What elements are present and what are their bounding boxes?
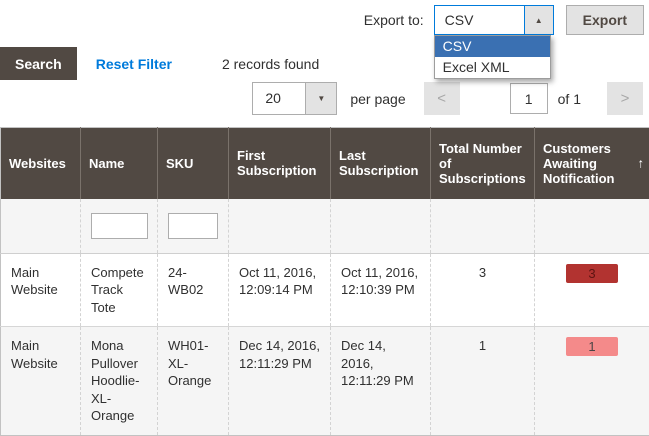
- filter-cell-last-subscription: [330, 198, 431, 254]
- total-pages-label: of 1: [557, 90, 581, 107]
- filter-cell-total: [430, 198, 535, 254]
- cell-sku: WH01-XL-Orange: [157, 326, 229, 436]
- name-filter-input[interactable]: [91, 212, 148, 239]
- column-header-sku[interactable]: SKU: [157, 127, 229, 199]
- per-page-label: per page: [350, 90, 406, 107]
- export-format-select-box[interactable]: CSV ▲: [433, 5, 554, 35]
- sort-ascending-icon[interactable]: ↑: [637, 155, 645, 171]
- sku-filter-input[interactable]: [168, 212, 218, 239]
- column-header-customers-awaiting[interactable]: Customers Awaiting Notification ↑: [534, 127, 649, 199]
- pagination-bar: 20 ▼ per page < of 1 >: [0, 82, 649, 115]
- cell-customers-awaiting: 3: [534, 253, 649, 328]
- awaiting-count-badge: 1: [566, 337, 618, 357]
- export-toolbar: Export to: CSV ▲ CSV Excel XML Export: [0, 0, 649, 79]
- cell-name: Mona Pullover Hoodlie-XL-Orange: [80, 326, 158, 436]
- page-size-select[interactable]: 20 ▼: [252, 82, 338, 115]
- next-page-button[interactable]: >: [607, 82, 643, 115]
- column-header-last-subscription[interactable]: Last Subscription: [330, 127, 431, 199]
- export-button[interactable]: Export: [565, 5, 644, 35]
- cell-total-subscriptions: 3: [430, 253, 535, 328]
- cell-customers-awaiting: 1: [534, 326, 649, 436]
- cell-first-subscription: Dec 14, 2016, 12:11:29 PM: [228, 326, 331, 436]
- cell-total-subscriptions: 1: [430, 326, 535, 436]
- export-format-dropdown: CSV Excel XML: [433, 35, 551, 79]
- dropdown-option-excel-xml[interactable]: Excel XML: [442, 59, 510, 75]
- chevron-up-icon[interactable]: ▲: [523, 6, 553, 34]
- chevron-down-icon[interactable]: ▼: [305, 83, 337, 114]
- dropdown-option-csv[interactable]: CSV: [434, 36, 550, 57]
- column-header-total-subscriptions[interactable]: Total Number of Subscriptions: [430, 127, 535, 199]
- export-to-label: Export to:: [363, 12, 424, 28]
- cell-websites: Main Website: [0, 326, 81, 436]
- filter-cell-sku: [157, 198, 229, 254]
- current-page-input[interactable]: [509, 83, 548, 114]
- search-button[interactable]: Search: [0, 47, 77, 80]
- filter-cell-websites: [0, 198, 81, 254]
- cell-websites: Main Website: [0, 253, 81, 328]
- column-header-websites[interactable]: Websites: [0, 127, 81, 199]
- reset-filter-link[interactable]: Reset Filter: [95, 55, 172, 72]
- cell-last-subscription: Oct 11, 2016, 12:10:39 PM: [330, 253, 431, 328]
- page-size-value: 20: [265, 90, 281, 106]
- filter-cell-name: [80, 198, 158, 254]
- cell-last-subscription: Dec 14, 2016, 12:11:29 PM: [330, 326, 431, 436]
- cell-name: Compete Track Tote: [80, 253, 158, 328]
- export-format-select[interactable]: CSV ▲ CSV Excel XML: [433, 5, 554, 79]
- export-format-selected-value: CSV: [444, 12, 474, 28]
- previous-page-button[interactable]: <: [423, 82, 460, 115]
- column-header-customers-awaiting-label: Customers Awaiting Notification: [543, 140, 615, 186]
- cell-sku: 24-WB02: [157, 253, 229, 328]
- column-header-first-subscription[interactable]: First Subscription: [228, 127, 331, 199]
- grid-filter-row: [0, 198, 649, 254]
- table-row[interactable]: Main Website Compete Track Tote 24-WB02 …: [0, 253, 649, 328]
- filter-cell-first-subscription: [228, 198, 331, 254]
- filter-cell-customers-awaiting: [534, 198, 649, 254]
- awaiting-count-badge: 3: [566, 263, 618, 283]
- table-row[interactable]: Main Website Mona Pullover Hoodlie-XL-Or…: [0, 326, 649, 436]
- filter-actions-bar: Search Reset Filter 2 records found: [0, 47, 649, 80]
- records-found-text: 2 records found: [221, 55, 320, 72]
- grid-header-row: Websites Name SKU First Subscription Las…: [0, 127, 649, 199]
- column-header-name[interactable]: Name: [80, 127, 158, 199]
- cell-first-subscription: Oct 11, 2016, 12:09:14 PM: [228, 253, 331, 328]
- subscriptions-grid: Websites Name SKU First Subscription Las…: [0, 127, 649, 436]
